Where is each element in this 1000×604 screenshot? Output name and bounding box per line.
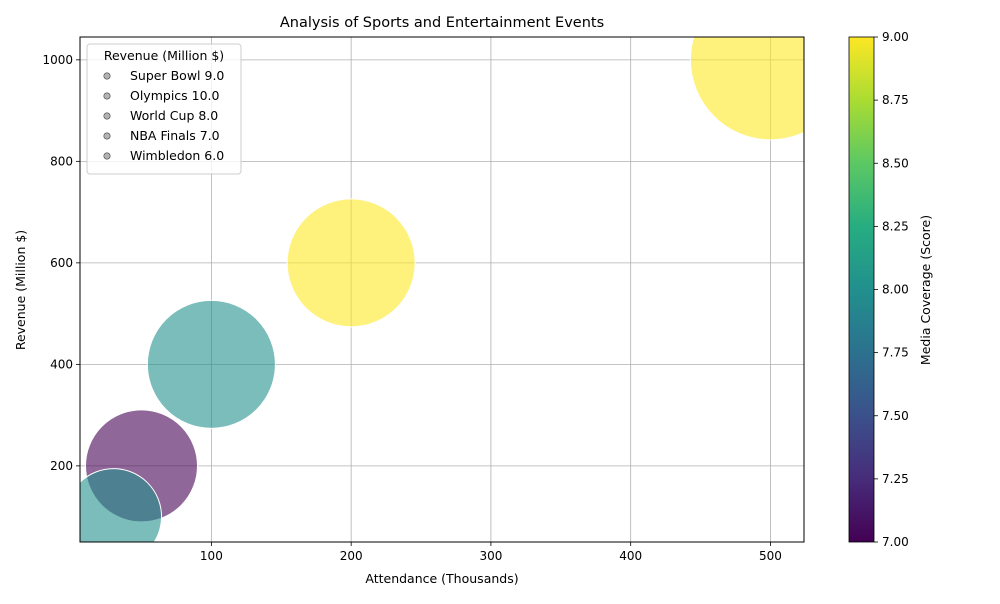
x-tick-label: 300 (479, 549, 502, 563)
chart-title: Analysis of Sports and Entertainment Eve… (280, 15, 604, 31)
legend-entry-label: World Cup 8.0 (130, 108, 218, 123)
colorbar-ticks: 7.00 7.25 7.50 7.75 8.00 8.25 8.50 8.75 9.00 (874, 30, 909, 549)
x-tick-label: 200 (340, 549, 363, 563)
x-tick-label: 400 (619, 549, 642, 563)
colorbar-label: Media Coverage (Score) (918, 215, 933, 365)
bubble (80, 468, 163, 542)
bubble (689, 37, 804, 141)
y-tick-label: 400 (50, 357, 73, 371)
x-tick-label: 500 (759, 549, 782, 563)
legend-marker (103, 152, 111, 160)
colorbar-tick-label: 8.75 (882, 93, 909, 107)
legend-entry-label: Olympics 10.0 (130, 88, 220, 103)
colorbar-tick-label: 7.00 (882, 535, 909, 549)
y-axis-label: Revenue (Million $) (13, 230, 28, 350)
legend-entry-label: Super Bowl 9.0 (130, 68, 224, 83)
legend-marker (103, 72, 111, 80)
legend-entries: Super Bowl 9.0 Olympics 10.0 World Cup 8.0… (103, 68, 224, 163)
colorbar-tick-label: 7.75 (882, 346, 909, 360)
legend-title: Revenue (Million $) (104, 48, 224, 63)
bubble (146, 299, 276, 429)
legend-marker (103, 132, 111, 140)
x-axis-label: Attendance (Thousands) (365, 571, 518, 586)
colorbar-tick-label: 7.50 (882, 409, 909, 423)
colorbar-tick-label: 7.25 (882, 472, 909, 486)
legend-entry-label: Wimbledon 6.0 (130, 148, 224, 163)
colorbar-tick-label: 8.50 (882, 156, 909, 170)
y-tick-label: 1000 (42, 53, 73, 67)
legend-marker (103, 112, 111, 120)
y-tick-label: 800 (50, 154, 73, 168)
colorbar-tick-label: 8.00 (882, 283, 909, 297)
colorbar-tick-label: 9.00 (882, 30, 909, 44)
colorbar-gradient (848, 36, 875, 543)
axis-layer: 100 200 300 400 500 200 400 600 800 1000 (42, 53, 781, 563)
legend-marker (103, 92, 111, 100)
legend-entry-label: NBA Finals 7.0 (130, 128, 220, 143)
x-tick-label: 100 (200, 549, 223, 563)
y-tick-label: 600 (50, 256, 73, 270)
legend-box (86, 43, 242, 175)
legend: Revenue (Million $) Super Bowl 9.0 Olympi… (86, 43, 242, 175)
bubble (286, 198, 416, 328)
bubble-layer (80, 37, 804, 542)
colorbar-tick-label: 8.25 (882, 219, 909, 233)
y-tick-label: 200 (50, 459, 73, 473)
colorbar: 7.00 7.25 7.50 7.75 8.00 8.25 8.50 8.75 9.00 Med… (848, 30, 933, 549)
plot-frame (79, 36, 805, 543)
